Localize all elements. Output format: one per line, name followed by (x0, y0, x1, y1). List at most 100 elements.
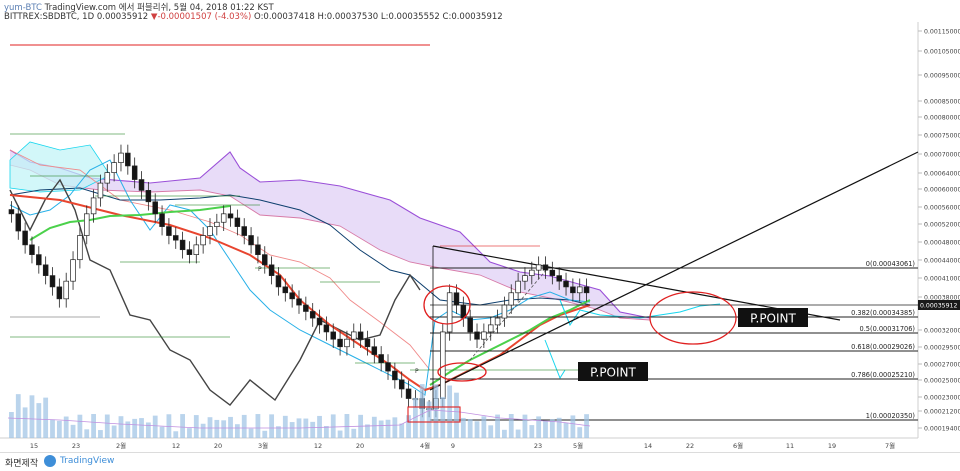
volume-bar (262, 430, 268, 438)
candle-down (42, 264, 49, 276)
candle-up (522, 275, 528, 282)
volume-bar (337, 430, 343, 438)
x-tick-label: 20 (214, 442, 222, 450)
volume-bar (467, 419, 473, 438)
plot-area (0, 22, 918, 438)
candle-down (125, 152, 131, 167)
volume-bar (454, 392, 459, 438)
volume-bar (111, 425, 117, 438)
volume-bar (173, 431, 179, 438)
candle-down (371, 346, 378, 355)
ppoint-label-1: P.POINT (750, 312, 796, 326)
candle-down (583, 286, 590, 294)
candle-up (481, 331, 487, 340)
y-tick-label: 0.00021200 (924, 409, 960, 416)
y-tick-label: 0.00025000 (924, 378, 960, 385)
candle-down (316, 317, 323, 326)
volume-bar (440, 396, 446, 438)
volume-bar (378, 420, 384, 438)
volume-bar (255, 414, 261, 438)
volume-bar (132, 418, 138, 438)
candle-down (474, 331, 480, 340)
candle-down (330, 331, 336, 340)
volume-bar (91, 414, 96, 438)
volume-bar (200, 423, 206, 438)
x-tick-label: 11 (786, 442, 794, 450)
y-tick-label: 0.00019400 (924, 426, 960, 433)
fib-level-label: 0.618(0.00029026) (851, 343, 915, 351)
volume-bar (50, 419, 55, 438)
candle-down (542, 264, 549, 271)
candle-up (344, 338, 350, 348)
volume-bar (56, 420, 62, 438)
fib-level-label: 0.382(0.00034385) (851, 309, 915, 317)
candle-up (200, 235, 206, 246)
candle-up (104, 172, 111, 184)
annotation-box (407, 406, 461, 423)
candle-up (576, 286, 583, 294)
candle-down (268, 264, 275, 276)
candle-down (453, 292, 460, 306)
ohlc-label: O:0.00037418 H:0.00037530 L:0.00035552 C… (254, 12, 503, 22)
y-tick-label: 0.00032000 (924, 328, 960, 335)
fib-level-label: 0.5(0.00031706) (860, 325, 915, 333)
x-tick-label: 7월 (885, 441, 895, 450)
candle-up (487, 324, 494, 333)
volume-bar (371, 416, 377, 438)
y-tick-label: 0.00105000 (924, 49, 960, 56)
volume-bar (70, 424, 76, 438)
volume-bar (365, 424, 370, 438)
candle-up (351, 331, 357, 340)
x-tick-label: 5월 (573, 441, 583, 450)
annotation-ellipse-3 (649, 291, 737, 345)
volume-bar (310, 421, 316, 438)
x-tick-label: 23 (72, 442, 80, 450)
candle-down (556, 275, 562, 282)
candle-up (97, 182, 104, 199)
x-tick-label: 9 (451, 442, 455, 450)
tenkan-sen (9, 159, 591, 396)
volume-bar (344, 414, 350, 438)
tradingview-brand[interactable]: TradingView (60, 456, 115, 466)
volume-bar (474, 421, 480, 438)
volume-bar (419, 384, 425, 438)
volume-bar (29, 395, 35, 438)
descending-trendline (432, 245, 841, 321)
volume-bar (515, 429, 521, 438)
volume-bar (392, 417, 398, 438)
y-tick-label: 0.00060000 (924, 187, 960, 194)
header-line-1: yum-BTC TradingView.com 에서 퍼블리쉬, 5월 04, … (4, 1, 274, 13)
candle-up (193, 244, 200, 255)
x-tick-label: 20 (356, 442, 364, 450)
candle-up (501, 304, 508, 319)
candle-down (296, 298, 302, 306)
screenshot-button[interactable]: 화면제작 (5, 459, 39, 469)
y-tick-label: 0.00070000 (924, 152, 960, 159)
candle-down (145, 190, 152, 203)
candle-down (323, 324, 330, 333)
volume-bar (584, 414, 589, 438)
volume-bar (413, 397, 418, 438)
volume-bar (36, 403, 42, 438)
price-chart[interactable]: 0.00115000 0.00105000 0.00095000 0.00085000… (0, 0, 960, 452)
p-marker: P (258, 266, 262, 273)
volume-bar (159, 426, 165, 438)
tradingview-logo-icon (44, 455, 56, 467)
chikou-span (9, 178, 421, 406)
candle-up (90, 197, 97, 215)
volume-bar (207, 417, 213, 438)
x-tick-label: 14 (644, 442, 652, 450)
volume-bar (180, 414, 185, 438)
candle-down (29, 244, 35, 255)
volume-bar (488, 425, 494, 438)
y-tick-label: 0.00115000 (924, 29, 960, 36)
volume-bar (433, 384, 439, 438)
volume-bar (577, 427, 583, 438)
candle-down (262, 254, 268, 266)
cyan-drop-line (544, 339, 566, 380)
candle-down (255, 244, 261, 255)
volume-bar (221, 420, 227, 438)
volume-bar (447, 385, 453, 438)
volume-bar (536, 416, 542, 438)
volume-bar (43, 397, 49, 438)
